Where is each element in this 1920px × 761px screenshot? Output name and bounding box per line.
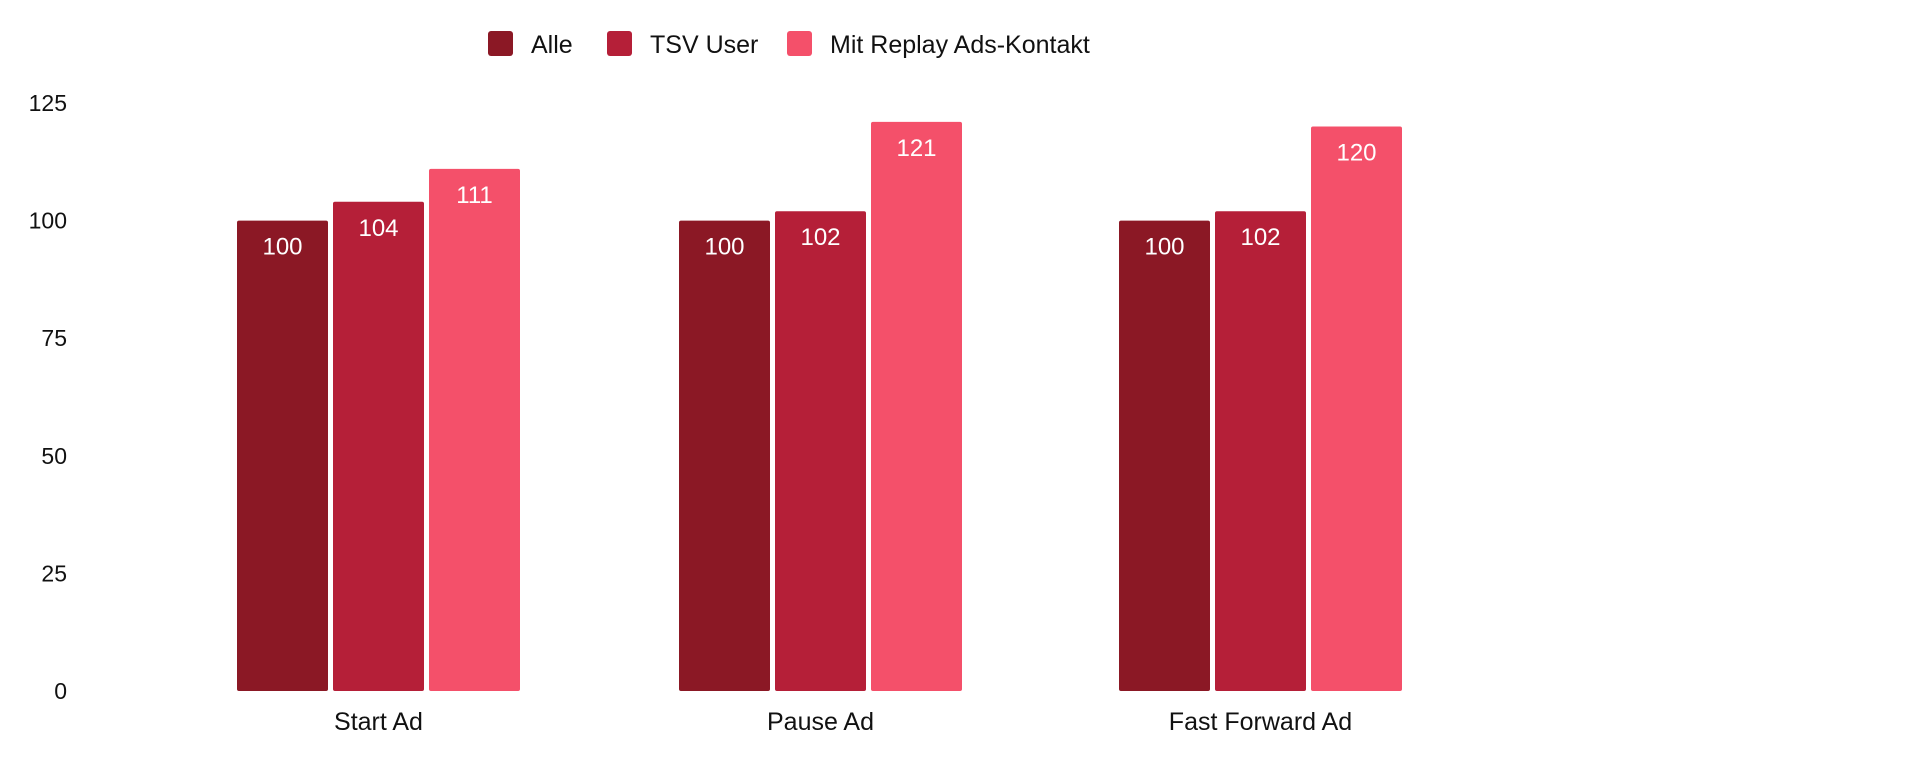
data-label: 111 [456, 182, 492, 209]
y-tick-label: 100 [29, 208, 67, 234]
legend-label: TSV User [650, 31, 758, 59]
data-label: 102 [800, 224, 840, 251]
bar [333, 201, 424, 691]
x-category-label: Pause Ad [767, 708, 874, 736]
x-axis: Start Ad Pause Ad Fast Forward Ad [334, 708, 1352, 736]
data-labels: 100 104 111 100 102 121 100 102 120 [262, 135, 1376, 261]
bar [429, 168, 520, 691]
legend-label: Alle [531, 31, 573, 59]
y-axis: 0 25 50 75 100 125 [29, 90, 67, 704]
legend-label: Mit Replay Ads-Kontakt [830, 31, 1090, 59]
data-label: 121 [896, 135, 936, 162]
y-tick-label: 0 [54, 678, 67, 704]
bars [237, 121, 1402, 692]
data-label: 100 [262, 234, 302, 261]
legend-swatch [787, 31, 812, 56]
x-category-label: Fast Forward Ad [1169, 708, 1352, 736]
data-label: 120 [1336, 140, 1376, 167]
bar [775, 211, 866, 691]
data-label: 100 [704, 234, 744, 261]
legend: Alle TSV User Mit Replay Ads-Kontakt [488, 31, 1090, 59]
data-label: 102 [1240, 224, 1280, 251]
y-tick-label: 75 [41, 325, 67, 351]
bar [237, 220, 328, 691]
bar [871, 121, 962, 692]
legend-swatch [488, 31, 513, 56]
x-category-label: Start Ad [334, 708, 423, 736]
y-tick-label: 25 [41, 560, 67, 586]
data-label: 104 [358, 215, 398, 242]
bar [679, 220, 770, 691]
legend-swatch [607, 31, 632, 56]
bar [1215, 211, 1306, 691]
data-label: 100 [1144, 234, 1184, 261]
y-tick-label: 50 [41, 443, 67, 469]
bar [1119, 220, 1210, 691]
y-tick-label: 125 [29, 90, 67, 116]
bar [1311, 126, 1402, 691]
